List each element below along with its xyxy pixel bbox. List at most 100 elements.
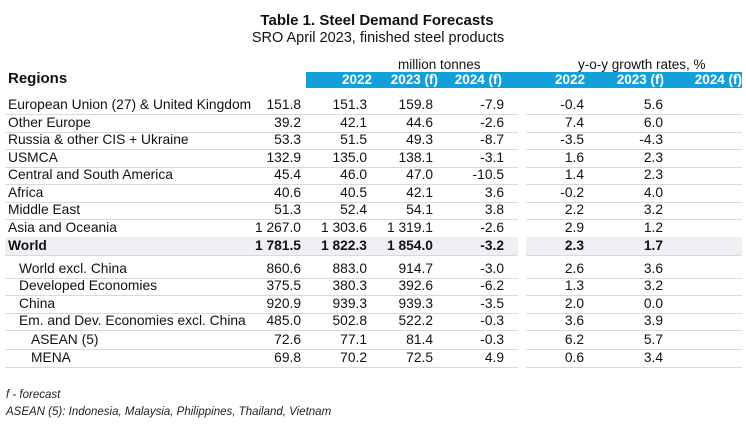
- row-divider: [526, 254, 742, 256]
- row-divider: [5, 148, 518, 150]
- row-label: Middle East: [8, 202, 81, 217]
- row-divider: [526, 131, 742, 133]
- table-row: Em. and Dev. Economies excl. China 485.0 5…: [5, 312, 742, 331]
- cell-value: 54.1: [406, 202, 433, 217]
- table-row: Russia & other CIS + Ukraine 53.3 51.5 49.3…: [5, 131, 742, 150]
- cell-value: 3.8: [484, 202, 504, 217]
- cell-value: 5.6: [643, 97, 663, 112]
- cell-value: 81.4: [406, 332, 433, 347]
- cell-value: 0.6: [564, 350, 584, 365]
- cell-value: 375.5: [266, 278, 301, 293]
- row-label: World: [8, 238, 47, 253]
- cell-value: 6.0: [643, 115, 663, 130]
- cell-value: -0.4: [560, 97, 584, 112]
- row-divider: [526, 348, 742, 350]
- cell-value: 42.1: [406, 185, 433, 200]
- cell-value: 151.8: [266, 97, 301, 112]
- cell-value: 70.2: [340, 350, 367, 365]
- row-divider: [526, 366, 742, 368]
- cell-value: 2.3: [643, 150, 663, 165]
- cell-value: 1.2: [643, 220, 663, 235]
- cell-value: -3.5: [480, 296, 504, 311]
- cell-value: 914.7: [398, 261, 433, 276]
- row-label: Asia and Oceania: [8, 220, 117, 235]
- cell-value: 1.7: [643, 238, 663, 253]
- table-row: ASEAN (5) 72.6 77.1 81.4 -0.3 6.2 5.7: [5, 331, 742, 350]
- table-row: World excl. China 860.6 883.0 914.7 -3.0 2.6 3…: [5, 260, 742, 279]
- row-divider: [5, 294, 518, 296]
- row-divider: [5, 329, 518, 331]
- cell-value: 380.3: [332, 278, 367, 293]
- table-row-world: World 1 781.5 1 822.3 1 854.0 -3.2 2.3 1.7: [5, 237, 742, 256]
- row-divider: [526, 218, 742, 220]
- cell-value: -7.9: [480, 97, 504, 112]
- cell-value: 46.0: [340, 167, 367, 182]
- table-row: USMCA 132.9 135.0 138.1 -3.1 1.6 2.3: [5, 149, 742, 168]
- table-row: Middle East 51.3 52.4 54.1 3.8 2.2 3.2: [5, 201, 742, 220]
- row-label: World excl. China: [19, 261, 127, 276]
- row-divider: [5, 277, 518, 279]
- table-title: Table 1. Steel Demand Forecasts: [260, 12, 494, 29]
- cell-value: 3.6: [564, 313, 584, 328]
- table-row: Other Europe 39.2 42.1 44.6 -2.6 7.4 6.0: [5, 114, 742, 133]
- row-label: Russia & other CIS + Ukraine: [8, 132, 189, 147]
- row-label: Africa: [8, 185, 44, 200]
- cell-value: 151.3: [332, 97, 367, 112]
- cell-value: 1.4: [564, 167, 584, 182]
- cell-value: 2.2: [564, 202, 584, 217]
- cell-value: 2.0: [564, 296, 584, 311]
- row-label: Central and South America: [8, 167, 173, 182]
- table-row: Central and South America 45.4 46.0 47.0 -10…: [5, 166, 742, 185]
- cell-value: 2.6: [564, 261, 584, 276]
- cell-value: 2.3: [564, 238, 584, 253]
- column-header-yoy-2023f: 2023 (f): [616, 72, 664, 87]
- cell-value: -4.3: [639, 132, 663, 147]
- table-row: Asia and Oceania 1 267.0 1 303.6 1 319.1 -2.…: [5, 219, 742, 238]
- cell-value: 2.3: [643, 167, 663, 182]
- cell-value: 920.9: [266, 296, 301, 311]
- column-header-mt-2022: 2022: [341, 72, 372, 87]
- cell-value: 49.3: [406, 132, 433, 147]
- cell-value: 1.6: [564, 150, 584, 165]
- cell-value: 1 781.5: [254, 238, 301, 253]
- cell-value: 1 822.3: [320, 238, 367, 253]
- table-row: China 920.9 939.3 939.3 -3.5 2.0 0.0: [5, 295, 742, 314]
- cell-value: 502.8: [332, 313, 367, 328]
- cell-value: 4.9: [484, 350, 504, 365]
- row-divider: [5, 312, 518, 314]
- cell-value: 42.1: [340, 115, 367, 130]
- row-label: Em. and Dev. Economies excl. China: [19, 313, 246, 328]
- cell-value: -3.1: [480, 150, 504, 165]
- row-divider: [5, 183, 518, 185]
- column-header-mt-2024f: 2024 (f): [454, 72, 502, 87]
- row-label: European Union (27) & United Kingdom: [8, 97, 252, 112]
- cell-value: 44.6: [406, 115, 433, 130]
- cell-value: 3.2: [643, 278, 663, 293]
- table-row: Developed Economies 375.5 380.3 392.6 -6.2 1.…: [5, 277, 742, 296]
- cell-value: 45.4: [274, 167, 301, 182]
- cell-value: 51.3: [274, 202, 301, 217]
- cell-value: -3.2: [480, 238, 504, 253]
- row-label: USMCA: [8, 150, 58, 165]
- row-highlight: [5, 237, 518, 255]
- cell-value: -2.6: [480, 115, 504, 130]
- table-subtitle: SRO April 2023, finished steel products: [251, 30, 505, 46]
- cell-value: 40.5: [340, 185, 367, 200]
- cell-value: 52.4: [340, 202, 367, 217]
- column-header-mt-2023f: 2023 (f): [390, 72, 438, 87]
- row-divider: [526, 148, 742, 150]
- cell-value: 72.6: [274, 332, 301, 347]
- cell-value: 1 319.1: [386, 220, 433, 235]
- cell-value: -3.0: [480, 261, 504, 276]
- row-divider: [5, 254, 518, 256]
- cell-value: -0.3: [480, 332, 504, 347]
- row-label: Other Europe: [8, 115, 91, 130]
- table-row: Africa 40.6 40.5 42.1 3.6 -0.2 4.0: [5, 184, 742, 203]
- cell-value: 6.2: [564, 332, 584, 347]
- row-divider: [526, 277, 742, 279]
- cell-value: 40.6: [274, 185, 301, 200]
- row-divider: [5, 366, 518, 368]
- cell-value: -6.2: [480, 278, 504, 293]
- row-label: ASEAN (5): [31, 332, 99, 347]
- row-highlight: [526, 237, 742, 255]
